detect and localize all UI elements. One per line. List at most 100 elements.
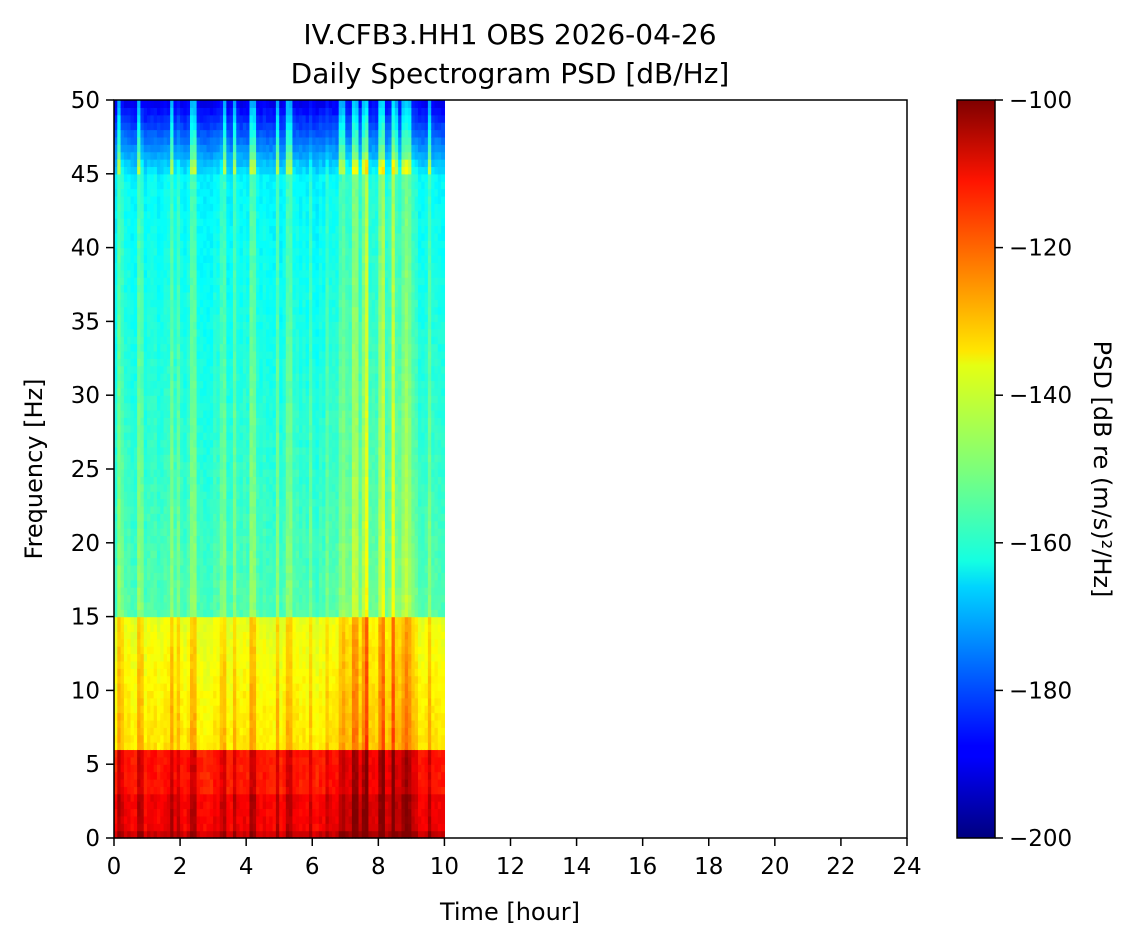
heatmap-cell — [183, 660, 188, 669]
heatmap-cell — [183, 786, 188, 795]
heatmap-cell — [236, 587, 241, 596]
heatmap-cell — [160, 181, 165, 190]
heatmap-cell — [193, 225, 198, 234]
heatmap-cell — [272, 771, 277, 780]
heatmap-cell — [219, 483, 224, 492]
heatmap-cell — [213, 668, 218, 677]
heatmap-cell — [180, 343, 184, 352]
heatmap-cell — [127, 823, 132, 832]
heatmap-cell — [239, 173, 244, 182]
heatmap-cell — [249, 424, 254, 433]
heatmap-cell — [246, 808, 251, 817]
heatmap-cell — [275, 616, 280, 625]
heatmap-cell — [199, 764, 204, 773]
heatmap-cell — [252, 254, 257, 263]
heatmap-cell — [130, 609, 135, 618]
heatmap-cell — [242, 491, 247, 500]
heatmap-cell — [223, 358, 227, 367]
heatmap-cell — [216, 646, 221, 655]
heatmap-cell — [123, 646, 128, 655]
heatmap-cell — [262, 336, 267, 345]
heatmap-cell — [170, 350, 175, 359]
heatmap-cell — [117, 343, 122, 352]
heatmap-cell — [229, 306, 234, 315]
heatmap-cell — [232, 343, 237, 352]
heatmap-cell — [133, 660, 138, 669]
heatmap-cell — [256, 616, 260, 625]
heatmap-cell — [163, 646, 168, 655]
heatmap-cell — [137, 277, 142, 286]
heatmap-cell — [133, 380, 138, 389]
heatmap-cell — [156, 668, 161, 677]
heatmap-cell — [269, 476, 274, 485]
heatmap-cell — [140, 808, 145, 817]
heatmap-cell — [120, 402, 125, 411]
heatmap-cell — [156, 380, 161, 389]
heatmap-cell — [219, 461, 224, 470]
heatmap-cell — [190, 542, 194, 551]
heatmap-cell — [137, 144, 142, 153]
heatmap-cell — [239, 336, 244, 345]
heatmap-cell — [133, 424, 138, 433]
heatmap-cell — [219, 469, 224, 477]
heatmap-cell — [150, 402, 155, 411]
heatmap-cell — [223, 314, 227, 322]
heatmap-cell — [160, 336, 165, 345]
heatmap-cell — [117, 336, 122, 345]
heatmap-cell — [123, 786, 128, 795]
heatmap-cell — [180, 683, 184, 691]
heatmap-cell — [229, 579, 234, 588]
heatmap-cell — [265, 742, 270, 751]
heatmap-cell — [226, 587, 231, 596]
heatmap-cell — [180, 778, 184, 787]
heatmap-cell — [117, 771, 122, 780]
heatmap-cell — [190, 601, 194, 610]
heatmap-cell — [120, 690, 125, 699]
heatmap-cell — [196, 778, 201, 787]
heatmap-cell — [193, 424, 198, 433]
heatmap-cell — [186, 505, 191, 514]
heatmap-cell — [130, 476, 135, 485]
heatmap-cell — [269, 528, 274, 537]
heatmap-cell — [127, 801, 132, 810]
heatmap-cell — [180, 136, 184, 145]
heatmap-cell — [190, 513, 194, 522]
heatmap-cell — [117, 535, 122, 544]
heatmap-cell — [259, 564, 264, 573]
heatmap-cell — [120, 594, 125, 603]
heatmap-cell — [199, 542, 204, 551]
heatmap-cell — [143, 601, 148, 610]
heatmap-cell — [203, 122, 208, 131]
heatmap-cell — [249, 572, 254, 581]
heatmap-cell — [147, 195, 151, 204]
heatmap-cell — [186, 594, 191, 603]
heatmap-cell — [232, 705, 237, 714]
heatmap-cell — [272, 284, 277, 293]
heatmap-cell — [232, 528, 237, 537]
heatmap-cell — [160, 631, 165, 640]
heatmap-cell — [272, 712, 277, 721]
heatmap-cell — [199, 564, 204, 573]
heatmap-cell — [242, 690, 247, 699]
heatmap-cell — [249, 587, 254, 596]
heatmap-cell — [163, 358, 168, 367]
heatmap-cell — [229, 424, 234, 433]
heatmap-cell — [252, 712, 257, 721]
heatmap-cell — [269, 830, 274, 839]
heatmap-cell — [137, 815, 142, 824]
heatmap-cell — [206, 808, 211, 817]
heatmap-cell — [236, 100, 241, 108]
heatmap-cell — [190, 107, 194, 116]
heatmap-cell — [265, 557, 270, 566]
heatmap-cell — [117, 461, 122, 470]
heatmap-cell — [272, 277, 277, 286]
heatmap-cell — [252, 616, 257, 625]
heatmap-cell — [256, 218, 260, 227]
heatmap-cell — [127, 764, 132, 773]
heatmap-cell — [203, 564, 208, 573]
heatmap-cell — [229, 380, 234, 389]
heatmap-cell — [176, 786, 181, 795]
heatmap-cell — [209, 365, 214, 374]
heatmap-cell — [133, 572, 138, 581]
heatmap-cell — [193, 284, 198, 293]
